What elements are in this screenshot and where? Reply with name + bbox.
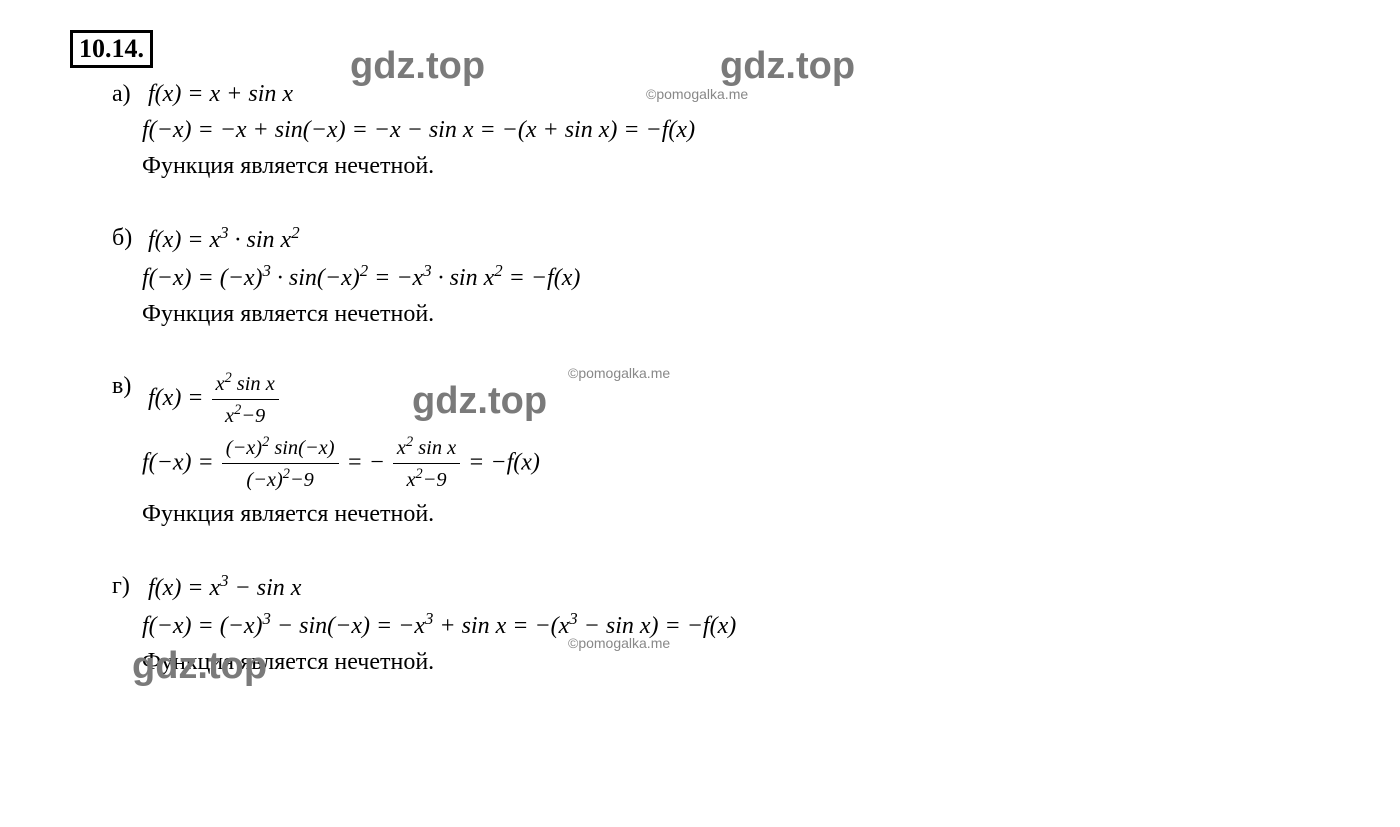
item-d-label: г) (112, 568, 142, 604)
problem-number: 10.14. (70, 30, 153, 68)
item-d-conclusion: Функция является нечетной. (142, 644, 1330, 680)
item-b-line1: б) f(x) = x3 · sin x2 (112, 220, 1330, 258)
item-a-label: а) (112, 76, 142, 112)
item-d-line1: г) f(x) = x3 − sin x (112, 568, 1330, 606)
item-c-formula1: f(x) = x2 sin xx2−9 (148, 385, 281, 411)
item-c-line2: f(−x) = (−x)2 sin(−x)(−x)2−9 = − x2 sin … (142, 432, 1330, 496)
item-b-line2: f(−x) = (−x)3 · sin(−x)2 = −x3 · sin x2 … (142, 258, 1330, 296)
item-a: а) f(x) = x + sin x f(−x) = −x + sin(−x)… (112, 76, 1330, 184)
item-d: г) f(x) = x3 − sin x f(−x) = (−x)3 − sin… (112, 568, 1330, 680)
item-a-line1: а) f(x) = x + sin x (112, 76, 1330, 112)
item-b-conclusion: Функция является нечетной. (142, 296, 1330, 332)
item-c-label: в) (112, 368, 142, 404)
item-b-label: б) (112, 220, 142, 256)
content-wrapper: gdz.top ©pomogalka.me gdz.top ©pomogalka… (70, 30, 1330, 680)
item-d-formula1: f(x) = x3 − sin x (148, 575, 301, 601)
item-a-line2: f(−x) = −x + sin(−x) = −x − sin x = −(x … (142, 112, 1330, 148)
item-c-conclusion: Функция является нечетной. (142, 496, 1330, 532)
item-b-formula1: f(x) = x3 · sin x2 (148, 227, 300, 253)
item-b: б) f(x) = x3 · sin x2 f(−x) = (−x)3 · si… (112, 220, 1330, 332)
item-d-line2: f(−x) = (−x)3 − sin(−x) = −x3 + sin x = … (142, 606, 1330, 644)
item-a-conclusion: Функция является нечетной. (142, 148, 1330, 184)
item-c: в) f(x) = x2 sin xx2−9 f(−x) = (−x)2 sin… (112, 368, 1330, 532)
item-a-formula1: f(x) = x + sin x (148, 81, 293, 107)
item-c-line1: в) f(x) = x2 sin xx2−9 (112, 368, 1330, 432)
